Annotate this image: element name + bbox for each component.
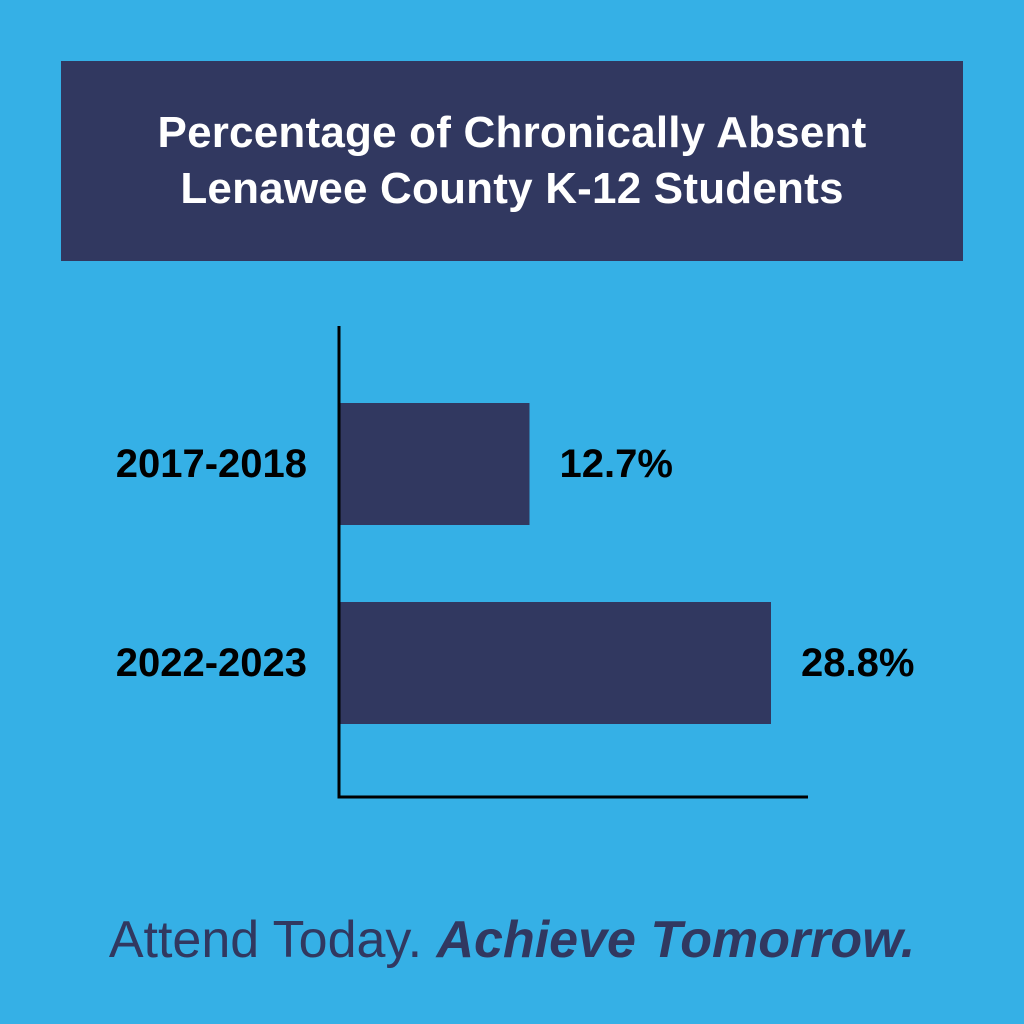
title-box: Percentage of Chronically Absent Lenawee… <box>61 61 963 261</box>
bar-2022-2023 <box>339 602 771 724</box>
value-label-2017-2018: 12.7% <box>560 442 673 486</box>
category-label-2022-2023: 2022-2023 <box>116 641 307 685</box>
bar-2017-2018 <box>339 403 530 525</box>
tagline: Attend Today. Achieve Tomorrow. <box>0 910 1024 970</box>
chart-title-line-2: Lenawee County K-12 Students <box>180 164 844 213</box>
value-label-2022-2023: 28.8% <box>801 641 914 685</box>
tagline-attend-today: Attend Today. <box>108 911 437 969</box>
tagline-achieve-tomorrow: Achieve Tomorrow. <box>436 911 916 969</box>
chart-title-line-1: Percentage of Chronically Absent <box>157 108 867 157</box>
category-label-2017-2018: 2017-2018 <box>116 442 307 486</box>
